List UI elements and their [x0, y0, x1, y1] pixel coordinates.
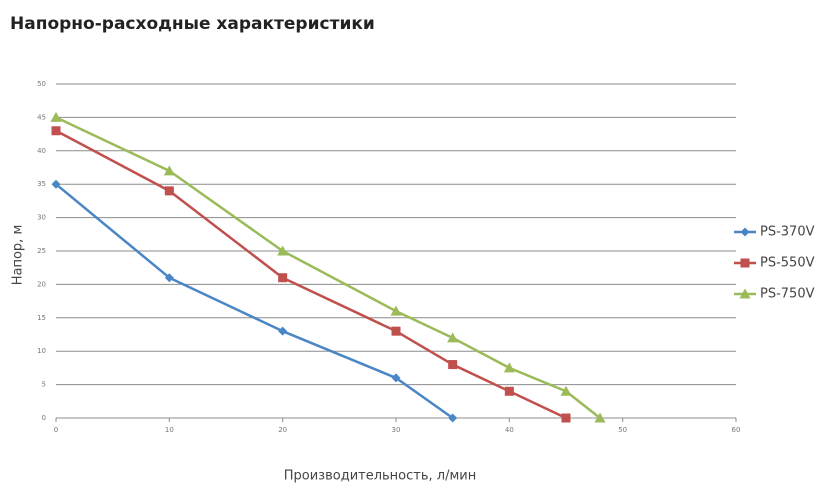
y-tick-label: 25 [37, 247, 46, 255]
marker [278, 326, 288, 336]
marker [164, 273, 174, 283]
y-tick-label: 40 [37, 147, 46, 155]
y-tick-label: 0 [42, 414, 46, 422]
marker [163, 165, 175, 176]
series-line [55, 129, 567, 420]
y-tick-label: 5 [42, 381, 46, 389]
marker [504, 386, 514, 396]
marker [448, 360, 458, 370]
marker [278, 273, 288, 283]
legend-label: PS-550V [760, 256, 815, 271]
x-tick-label: 10 [165, 426, 174, 434]
x-tick-label: 30 [392, 426, 401, 434]
marker [51, 126, 61, 136]
marker [50, 111, 62, 122]
legend-label: PS-370V [760, 225, 815, 240]
y-axis-label: Напор, м [11, 225, 26, 286]
x-tick-label: 40 [505, 426, 514, 434]
marker [391, 326, 401, 336]
chart-title: Напорно-расходные характеристики [10, 14, 375, 34]
y-tick-label: 15 [37, 314, 46, 322]
marker [164, 186, 174, 196]
legend-marker [740, 227, 750, 237]
marker [447, 332, 459, 343]
x-tick-label: 0 [54, 426, 58, 434]
y-tick-label: 45 [37, 113, 46, 121]
marker [51, 179, 61, 189]
marker [448, 413, 458, 423]
x-axis-label: Производительность, л/мин [284, 469, 476, 484]
y-tick-label: 10 [37, 347, 46, 355]
y-tick-label: 20 [37, 280, 46, 288]
legend-marker [740, 258, 750, 268]
marker [390, 305, 402, 316]
x-tick-label: 60 [732, 426, 741, 434]
y-tick-label: 35 [37, 180, 46, 188]
y-tick-label: 50 [37, 80, 46, 88]
marker [561, 413, 571, 423]
series-line [55, 183, 454, 420]
y-tick-label: 30 [37, 214, 46, 222]
marker [277, 245, 289, 256]
marker [503, 362, 515, 373]
marker [594, 412, 606, 423]
marker [391, 373, 401, 383]
legend-label: PS-750V [760, 287, 815, 302]
x-tick-label: 50 [618, 426, 627, 434]
marker [560, 385, 572, 396]
legend-marker [739, 288, 751, 299]
x-tick-label: 20 [278, 426, 287, 434]
series-line [55, 116, 601, 419]
